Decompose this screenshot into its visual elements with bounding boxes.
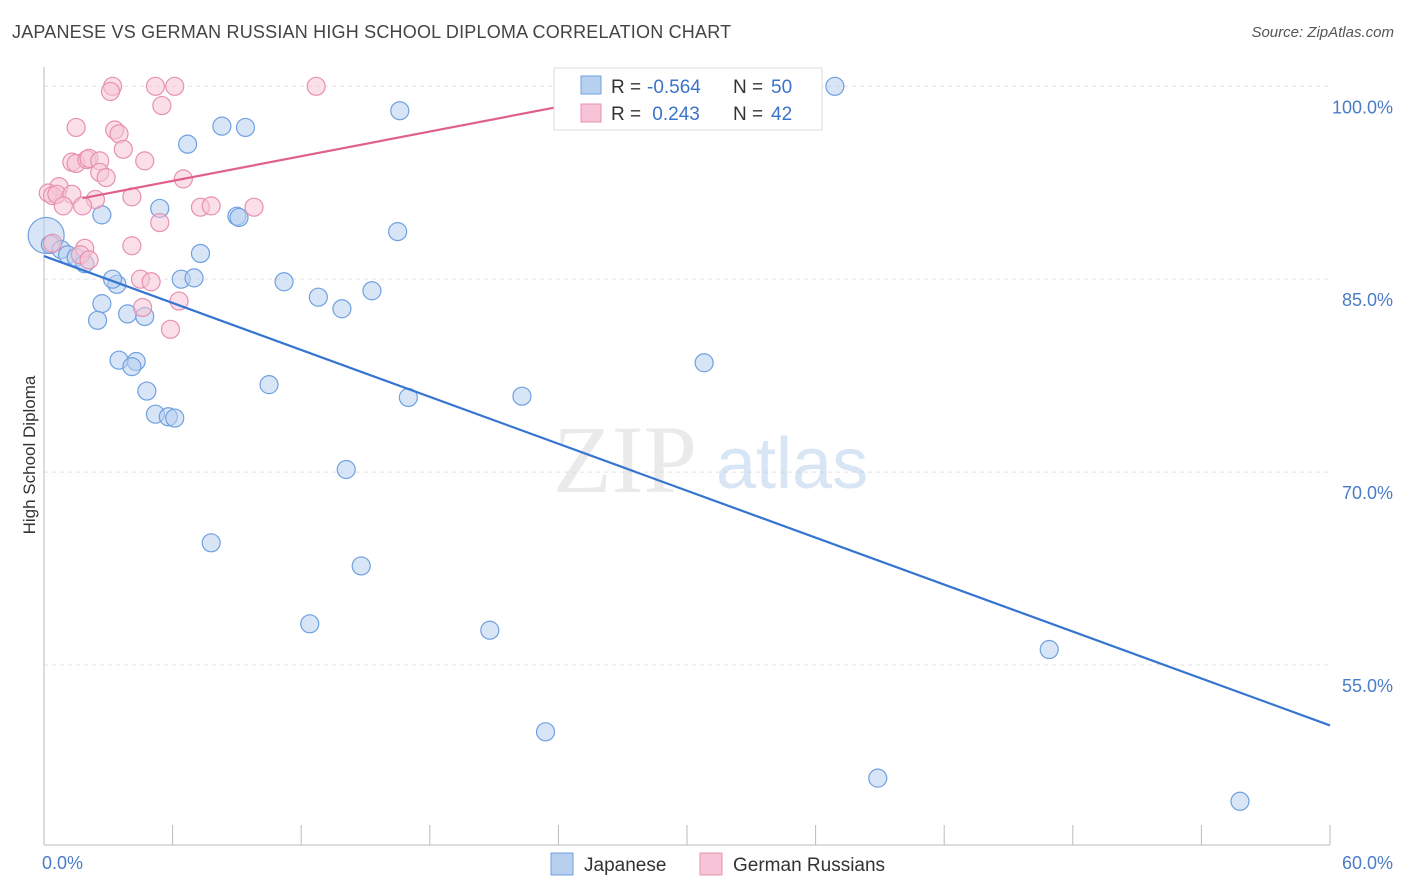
legend-swatch-japanese — [550, 852, 574, 876]
legend-label-japanese: Japanese — [584, 855, 666, 876]
german-russians-point-27 — [72, 196, 93, 216]
stat-n-value-2: 42 — [771, 104, 792, 125]
japanese-point-15 — [137, 381, 157, 401]
japanese-point-45 — [535, 722, 556, 742]
japanese-point-41 — [336, 459, 356, 480]
japanese-point-34 — [390, 101, 410, 121]
y-tick-label-1: 85.0% — [1342, 290, 1393, 310]
y-axis-title: High School Diploma — [20, 375, 39, 534]
x-tick-label-0: 0.0% — [42, 853, 83, 873]
german-russians-point-9 — [113, 139, 133, 159]
stats-swatch-japanese — [580, 75, 602, 95]
japanese-point-23 — [235, 117, 256, 138]
stat-n-label-2: N = — [733, 104, 763, 125]
japanese-point-29 — [274, 272, 294, 292]
german-russians-point-30 — [244, 197, 264, 217]
japanese-point-48 — [1230, 791, 1250, 811]
german-russians-point-15 — [135, 151, 155, 171]
japanese-point-47 — [868, 768, 888, 788]
y-tick-label-2: 70.0% — [1342, 483, 1393, 503]
x-tick-label-1: 60.0% — [1342, 853, 1393, 873]
german-russians-point-33 — [122, 236, 142, 256]
chart-title: JAPANESE VS GERMAN RUSSIAN HIGH SCHOOL D… — [12, 22, 732, 42]
german-russians-point-41 — [160, 319, 181, 339]
stat-r-value-1: -0.564 — [647, 77, 701, 98]
stat-r-label-2: R = — [611, 104, 641, 125]
japanese-point-42 — [351, 556, 371, 576]
german-russians-point-1 — [100, 81, 121, 102]
japanese-point-44 — [480, 620, 500, 640]
y-tick-label-3: 55.0% — [1342, 676, 1393, 696]
legend-label-german-russians: German Russians — [733, 855, 885, 876]
japanese-trend-line — [43, 255, 1331, 727]
stats-swatch-german-russians — [580, 103, 602, 123]
japanese-point-33 — [388, 222, 408, 242]
german-russians-point-32 — [42, 233, 63, 253]
watermark: ZIP atlas — [553, 406, 868, 513]
japanese-point-40 — [201, 533, 221, 553]
japanese-point-14 — [122, 357, 142, 377]
japanese-point-25 — [229, 207, 249, 228]
data-points — [27, 76, 1250, 811]
stats-legend-box: R = -0.564 N = 50 R = 0.243 N = 42 — [553, 67, 823, 131]
japanese-point-22 — [212, 116, 232, 136]
japanese-point-31 — [332, 299, 352, 319]
german-russians-point-38 — [141, 272, 161, 292]
german-russians-point-29 — [201, 196, 221, 216]
german-russians-point-31 — [150, 213, 170, 233]
japanese-point-8 — [92, 294, 112, 314]
german-russians-point-40 — [132, 297, 153, 318]
german-russians-point-6 — [66, 117, 86, 138]
legend-swatch-german-russians — [699, 852, 723, 876]
german-russians-point-2 — [145, 76, 166, 96]
japanese-point-46 — [1039, 639, 1059, 660]
japanese-point-39 — [259, 375, 279, 395]
german-russians-point-4 — [306, 76, 326, 96]
tick-labels: 100.0% 85.0% 70.0% 55.0% 0.0% 60.0% — [42, 97, 1393, 873]
japanese-point-28 — [184, 268, 204, 288]
bottom-legend: Japanese German Russians — [550, 852, 885, 876]
german-russians-point-17 — [96, 167, 116, 188]
japanese-point-36 — [512, 386, 532, 406]
japanese-point-37 — [694, 353, 714, 373]
japanese-point-26 — [190, 243, 211, 264]
japanese-point-38 — [825, 76, 845, 96]
y-tick-label-0: 100.0% — [1332, 97, 1393, 117]
stat-n-value-1: 50 — [771, 77, 792, 98]
stat-r-label-1: R = — [611, 77, 641, 98]
japanese-point-43 — [300, 614, 320, 634]
japanese-point-18 — [165, 408, 185, 428]
watermark-zip: ZIP — [553, 406, 697, 513]
japanese-point-30 — [308, 287, 328, 307]
stat-r-value-2: 0.243 — [647, 104, 700, 125]
german-russians-point-5 — [152, 95, 172, 116]
source-credit: Source: ZipAtlas.com — [1251, 24, 1394, 41]
stat-n-label-1: N = — [733, 77, 763, 98]
japanese-point-32 — [362, 281, 382, 301]
japanese-point-21 — [178, 134, 198, 154]
german-russians-point-3 — [165, 76, 185, 96]
watermark-atlas: atlas — [716, 424, 868, 504]
grid-lines — [44, 85, 1330, 666]
japanese-point-9 — [87, 310, 108, 330]
german-russians-point-36 — [79, 250, 99, 270]
german-russians-point-26 — [53, 196, 73, 216]
